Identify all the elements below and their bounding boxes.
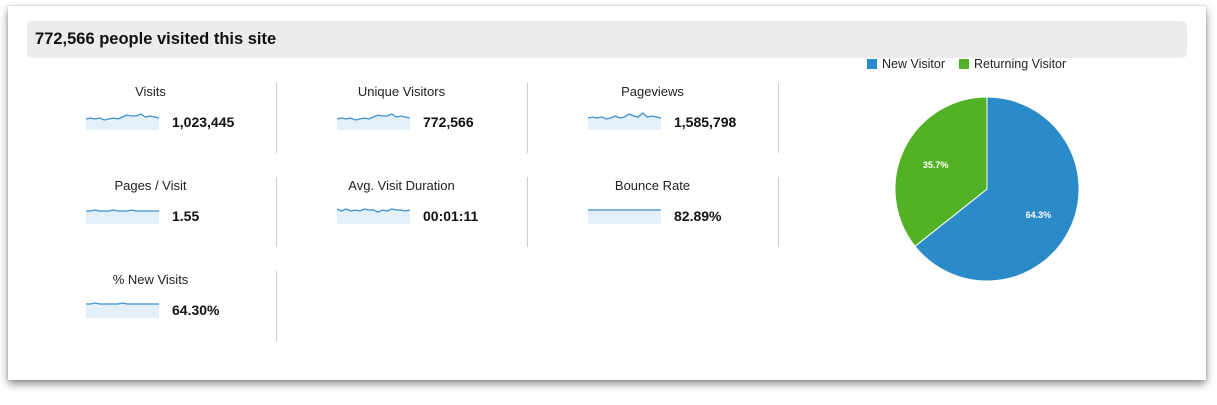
metric-pages-visit[interactable]: Pages / Visit 1.55 [25,178,276,248]
sparkline-area [337,209,410,224]
pie-data-label: 35.7% [923,160,949,170]
metric-divider [527,177,528,247]
legend-item-new-visitor[interactable]: New Visitor [867,57,945,71]
sparkline [337,113,411,130]
metric-divider [276,83,277,153]
metric-divider [276,177,277,247]
sparkline-area [588,210,661,224]
metric-divider [276,271,277,341]
metric-value: 00:01:11 [423,208,479,224]
sparkline [86,302,159,318]
sparkline [86,209,159,224]
sparkline-line [86,302,159,305]
metric-value: 1,585,798 [674,114,737,130]
metric-label: % New Visits [112,272,189,287]
page-title: 772,566 people visited this site [27,21,1187,58]
sparkline-line [337,208,411,213]
metric-value: 1,023,445 [172,114,235,130]
metric-label: Pages / Visit [114,178,187,193]
pie-slice-new-visitor[interactable] [914,96,1080,282]
metric-label: Bounce Rate [614,178,691,193]
sparkline-line [86,209,159,212]
metric-label: Pageviews [621,84,684,99]
sparkline [588,209,661,224]
pie-slice-returning-visitor[interactable] [894,96,988,247]
metric-value: 772,566 [423,114,474,130]
metric-avg-visit-duration[interactable]: Avg. Visit Duration 00:01:11 [276,178,527,248]
sparkline-line [337,113,411,121]
metric-divider [778,177,779,247]
sparkline-area [86,210,159,224]
sparkline-area [337,114,410,130]
metric-label: Avg. Visit Duration [348,178,455,193]
pie-data-label: 64.3% [1026,210,1052,220]
sparkline-line [86,113,160,121]
sparkline-line [588,112,662,120]
metric-visits[interactable]: Visits 1,023,445 [25,84,276,154]
metric-value: 64.30% [172,302,220,318]
legend-label: New Visitor [882,57,945,71]
legend-swatch [867,59,877,69]
metric-divider [527,83,528,153]
sparkline-area [86,303,159,318]
metric-divider [778,83,779,153]
metric-unique-visitors[interactable]: Unique Visitors 772,566 [276,84,527,154]
metric-value: 1.55 [172,208,200,224]
sparkline [86,113,160,130]
sparkline-area [86,114,159,130]
sparkline [337,208,411,224]
legend-item-returning-visitor[interactable]: Returning Visitor [958,57,1067,71]
sparkline-area [588,113,661,130]
metric-label: Unique Visitors [357,84,446,99]
visitor-pie-chart: 64.3% 35.7% [894,96,1080,282]
pie-legend: New Visitor Returning Visitor [867,57,1066,71]
sparkline [588,112,662,130]
legend-label: Returning Visitor [973,57,1067,71]
metric-value: 82.89% [674,208,722,224]
metric-new-visits[interactable]: % New Visits 64.30% [25,272,276,342]
metric-pageviews[interactable]: Pageviews 1,585,798 [527,84,778,154]
metric-label: Visits [135,84,166,99]
legend-swatch [958,59,969,69]
metric-bounce-rate[interactable]: Bounce Rate 82.89% [527,178,778,248]
